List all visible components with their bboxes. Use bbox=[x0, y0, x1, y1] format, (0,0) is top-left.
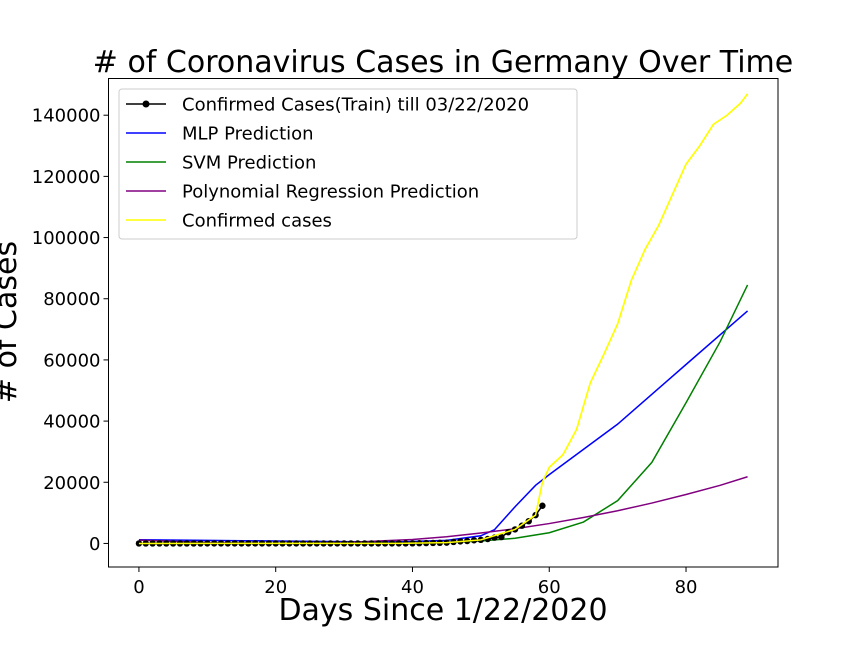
y-axis-ticks: 0 20000 40000 60000 80000 100000 120000 140000 bbox=[32, 106, 109, 555]
x-axis-ticks: 0 20 40 60 80 bbox=[133, 567, 697, 598]
y-axis-label: # of Cases bbox=[0, 241, 24, 403]
y-tick-label: 120000 bbox=[32, 167, 101, 188]
x-tick-label: 60 bbox=[538, 577, 561, 598]
chart-title: # of Coronavirus Cases in Germany Over T… bbox=[93, 45, 793, 80]
series-line-mlp-prediction bbox=[138, 310, 749, 543]
legend-entries: Confirmed Cases(Train) till 03/22/2020 ML… bbox=[126, 95, 529, 232]
legend-label: Polynomial Regression Prediction bbox=[182, 182, 479, 203]
legend-label: Confirmed cases bbox=[182, 211, 332, 232]
legend-label: SVM Prediction bbox=[182, 153, 316, 174]
legend-marker bbox=[142, 100, 150, 108]
legend: Confirmed Cases(Train) till 03/22/2020 ML… bbox=[118, 88, 578, 240]
y-tick-label: 140000 bbox=[32, 106, 101, 127]
legend-label: Confirmed Cases(Train) till 03/22/2020 bbox=[182, 95, 529, 116]
x-tick-label: 20 bbox=[264, 577, 287, 598]
series-line-confirmed-overlay bbox=[138, 93, 749, 545]
train-point bbox=[498, 533, 505, 541]
y-tick-label: 80000 bbox=[43, 289, 100, 310]
y-tick-label: 20000 bbox=[43, 473, 100, 494]
x-axis-label: Days Since 1/22/2020 bbox=[278, 593, 607, 628]
legend-entry-confirmed-cases: Confirmed cases bbox=[126, 211, 332, 232]
series-line-svm-prediction bbox=[138, 284, 749, 545]
legend-frame bbox=[118, 88, 578, 240]
train-point bbox=[539, 502, 546, 509]
series-line-polynomial-regression-prediction bbox=[138, 476, 748, 545]
y-tick-label: 100000 bbox=[32, 228, 101, 249]
x-tick-label: 0 bbox=[133, 577, 144, 598]
legend-entry-svm-prediction: SVM Prediction bbox=[126, 153, 316, 174]
y-tick-label: 60000 bbox=[43, 350, 100, 371]
legend-entry-polynomial-regression-prediction: Polynomial Regression Prediction bbox=[126, 182, 479, 203]
y-tick-label: 0 bbox=[89, 534, 100, 555]
legend-entry-confirmed-cases-train-till-03-22-2020: Confirmed Cases(Train) till 03/22/2020 bbox=[126, 95, 529, 116]
legend-label: MLP Prediction bbox=[182, 124, 314, 145]
x-tick-label: 80 bbox=[675, 577, 698, 598]
y-tick-label: 40000 bbox=[43, 412, 100, 433]
plot-frame bbox=[108, 78, 779, 568]
legend-entry-mlp-prediction: MLP Prediction bbox=[126, 124, 314, 145]
x-tick-label: 40 bbox=[401, 577, 424, 598]
train-markers bbox=[135, 93, 749, 547]
